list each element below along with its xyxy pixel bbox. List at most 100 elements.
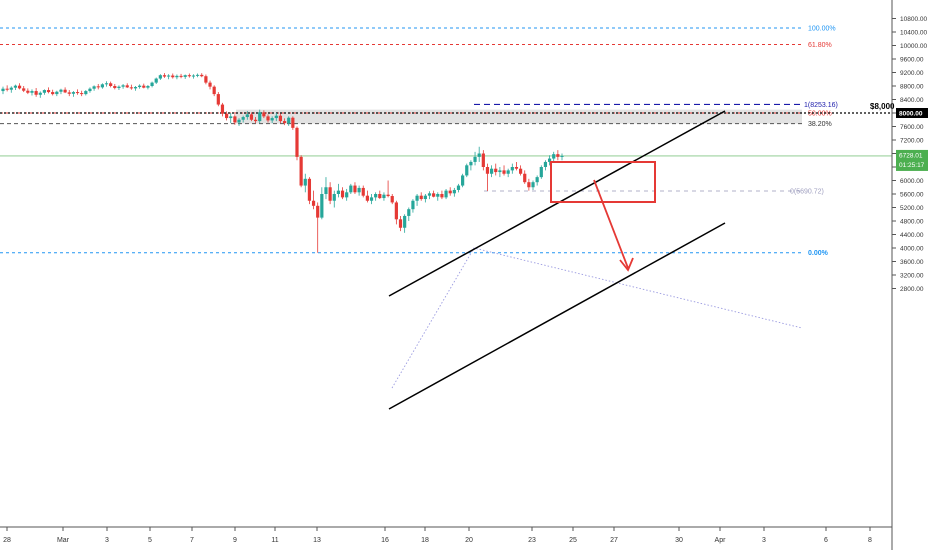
y-tick-label: 6000.00 bbox=[900, 178, 924, 185]
candle-body bbox=[494, 168, 498, 173]
candle-body bbox=[249, 114, 254, 120]
candle-body bbox=[5, 88, 9, 90]
candle-body bbox=[506, 170, 510, 174]
candle-body bbox=[382, 194, 386, 199]
y-tick-label: 7600.00 bbox=[900, 124, 924, 131]
candle-body bbox=[150, 82, 154, 86]
candle-body bbox=[543, 161, 548, 167]
candle-body bbox=[233, 116, 237, 123]
channel-upper-line bbox=[388, 110, 726, 297]
x-tick-label: 25 bbox=[569, 537, 577, 544]
x-tick-label: 13 bbox=[313, 537, 321, 544]
candle-body bbox=[67, 92, 71, 94]
x-tick-label: 20 bbox=[465, 537, 473, 544]
candle-body bbox=[100, 84, 104, 88]
candle-body bbox=[208, 82, 212, 87]
fib-label: 38.20% bbox=[808, 121, 832, 128]
level-low-label: 0(5690.72) bbox=[790, 188, 824, 195]
fib-label: 50.00% bbox=[808, 111, 832, 118]
candle-body bbox=[436, 194, 440, 197]
target-arrow-line bbox=[593, 179, 629, 269]
candle-body bbox=[258, 112, 262, 122]
candle-body bbox=[299, 156, 303, 186]
target-arrow-head bbox=[619, 257, 634, 272]
candle-body bbox=[113, 86, 117, 89]
candle-body bbox=[183, 75, 187, 77]
candle-body bbox=[245, 114, 249, 118]
candle-body bbox=[324, 187, 328, 194]
x-tick-label: 27 bbox=[610, 537, 618, 544]
candle-body bbox=[411, 200, 415, 210]
candle-body bbox=[34, 91, 38, 95]
candle-body bbox=[432, 193, 436, 197]
candle-body bbox=[394, 202, 398, 220]
candle-body bbox=[552, 154, 556, 159]
candle-body bbox=[477, 153, 481, 157]
candle-body bbox=[398, 219, 403, 228]
fib-label: 61.80% bbox=[808, 42, 832, 49]
fib-label: 100.00% bbox=[808, 25, 836, 32]
y-tick-label: 10400.00 bbox=[900, 30, 927, 37]
candle-body bbox=[307, 178, 312, 201]
candle-body bbox=[349, 185, 353, 193]
candle-body bbox=[171, 75, 175, 78]
candle-body bbox=[403, 215, 407, 228]
x-tick-label: 28 bbox=[3, 537, 11, 544]
candle-body bbox=[361, 187, 365, 196]
y-tick-label: 10800.00 bbox=[900, 16, 927, 23]
candle-body bbox=[59, 89, 63, 92]
candle-body bbox=[220, 104, 225, 114]
candle-body bbox=[282, 121, 287, 124]
candle-body bbox=[490, 168, 494, 174]
candle-body bbox=[390, 196, 394, 203]
candle-body bbox=[266, 116, 270, 121]
candle-body bbox=[316, 205, 320, 218]
candle-body bbox=[46, 90, 51, 93]
candle-body bbox=[225, 113, 229, 119]
x-tick-label: 8 bbox=[868, 537, 872, 544]
candle-body bbox=[303, 178, 307, 186]
candle-body bbox=[336, 190, 340, 194]
candle-body bbox=[531, 182, 535, 188]
candle-body bbox=[481, 153, 485, 167]
candle-body bbox=[365, 195, 369, 201]
candle-body bbox=[461, 175, 465, 186]
candle-body bbox=[22, 88, 26, 91]
candle-body bbox=[485, 167, 490, 174]
candle-body bbox=[88, 88, 92, 92]
x-tick-label: 16 bbox=[381, 537, 389, 544]
candle-body bbox=[345, 192, 349, 198]
candle-body bbox=[162, 75, 167, 77]
x-tick-label: 9 bbox=[233, 537, 237, 544]
candle-body bbox=[535, 177, 539, 183]
candle-body bbox=[179, 75, 183, 77]
candle-body bbox=[311, 200, 316, 206]
candle-body bbox=[510, 167, 514, 171]
candle-body bbox=[191, 75, 196, 77]
candle-body bbox=[253, 119, 258, 122]
candle-body bbox=[154, 78, 158, 83]
candles-layer bbox=[1, 73, 564, 253]
candle-body bbox=[560, 155, 564, 157]
candle-body bbox=[216, 94, 220, 105]
candle-body bbox=[121, 85, 125, 87]
y-tick-label: 10000.00 bbox=[900, 43, 927, 50]
candle-body bbox=[556, 154, 560, 157]
candle-body bbox=[80, 93, 84, 95]
candle-body bbox=[427, 193, 432, 196]
x-tick-label: 5 bbox=[148, 537, 152, 544]
candle-body bbox=[523, 173, 527, 183]
candle-body bbox=[440, 194, 444, 198]
candle-body bbox=[262, 112, 266, 117]
candle-body bbox=[204, 76, 208, 83]
lines-layer: 100.00% 61.80% 50.00% 38.20% 0.00% $8,000 1(82… bbox=[0, 25, 895, 257]
candle-body bbox=[465, 165, 469, 176]
candle-body bbox=[51, 92, 55, 95]
candle-body bbox=[452, 189, 456, 194]
candle-body bbox=[142, 85, 146, 88]
y-tick-label: 4000.00 bbox=[900, 246, 924, 253]
y-tick-label: 8400.00 bbox=[900, 97, 924, 104]
y-tick-label: 9200.00 bbox=[900, 70, 924, 77]
candle-body bbox=[291, 117, 295, 128]
